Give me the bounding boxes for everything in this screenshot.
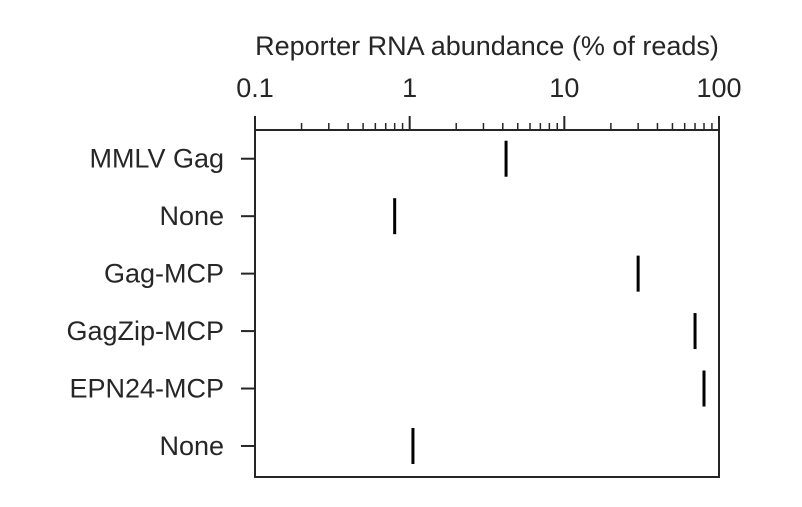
y-axis-ticks: MMLV Gag None Gag-MCP GagZip-MCP EPN24-MCP No…	[66, 144, 255, 461]
plot-area-frame	[254, 129, 720, 478]
x-tick-label: 1	[402, 73, 417, 103]
x-tick-label: 10	[549, 73, 579, 103]
x-tick-label: 100	[696, 73, 741, 103]
y-tick-label: Gag-MCP	[104, 259, 224, 289]
y-tick-label: MMLV Gag	[89, 144, 224, 174]
y-tick-label: None	[159, 431, 224, 461]
y-tick-label: None	[159, 201, 224, 231]
data-marks	[393, 140, 706, 464]
y-tick-label: GagZip-MCP	[66, 316, 224, 346]
x-tick-label: 0.1	[236, 73, 274, 103]
y-tick-label: EPN24-MCP	[69, 374, 224, 404]
x-axis-title: Reporter RNA abundance (% of reads)	[255, 31, 719, 61]
x-axis-ticks: 0.1 1 10 100	[236, 73, 742, 130]
